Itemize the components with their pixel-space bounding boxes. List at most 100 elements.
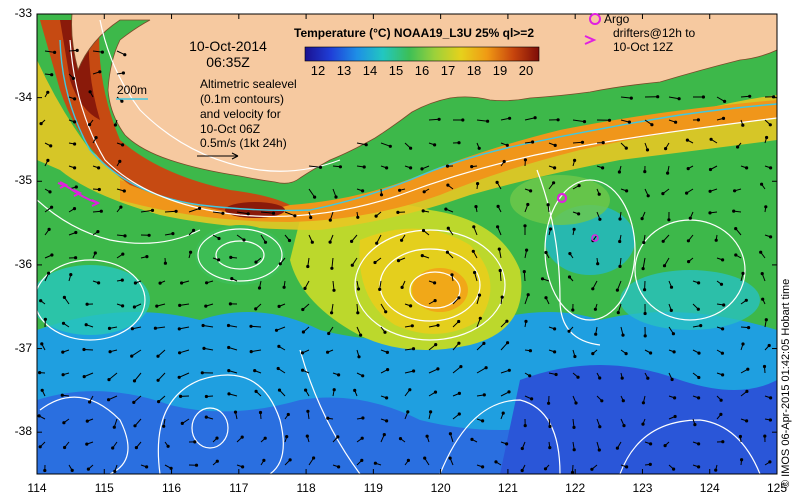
velocity-arrow-head <box>163 261 167 265</box>
velocity-arrow-head <box>409 146 413 150</box>
velocity-arrow-head <box>667 218 671 222</box>
velocity-arrow-head <box>568 252 572 256</box>
y-tick-label: -34 <box>14 89 32 104</box>
velocity-arrow-head <box>409 304 413 308</box>
velocity-arrow-head <box>278 262 282 266</box>
velocity-arrow-head <box>217 258 221 262</box>
velocity-arrow-head <box>457 412 461 416</box>
velocity-arrow-head <box>97 166 101 170</box>
velocity-arrow-head <box>761 297 765 301</box>
velocity-arrow-head <box>304 388 308 392</box>
velocity-arrow-head <box>84 323 88 327</box>
velocity-arrow-head <box>362 165 366 169</box>
velocity-arrow-head <box>645 148 650 152</box>
velocity-arrow-head <box>328 240 332 244</box>
velocity-arrow-head <box>71 76 75 80</box>
velocity-arrow-head <box>621 333 625 337</box>
sealevel-note-line: Altimetric sealevel <box>200 77 297 91</box>
velocity-arrow-head <box>217 236 221 241</box>
velocity-arrow-head <box>69 273 73 277</box>
contour-line <box>409 271 461 309</box>
velocity-arrow-head <box>747 326 751 330</box>
velocity-arrow-head <box>39 122 43 126</box>
velocity-arrow-head <box>227 392 231 396</box>
x-tick-label: 117 <box>229 481 249 495</box>
velocity-arrow <box>642 257 646 269</box>
velocity-arrow-head <box>121 143 125 147</box>
velocity-arrow-head <box>200 371 204 375</box>
velocity-arrow-head <box>61 373 65 377</box>
velocity-arrow-head <box>577 212 581 216</box>
velocity-arrow-head <box>748 94 752 98</box>
velocity-arrow-head <box>445 164 450 168</box>
velocity-arrow-head <box>46 158 50 162</box>
velocity-arrow-head <box>409 166 413 170</box>
velocity-arrow-head <box>446 183 450 187</box>
velocity-arrow-head <box>85 302 89 306</box>
velocity-arrow-head <box>597 448 601 452</box>
velocity-arrow-head <box>158 281 162 285</box>
velocity-arrow-head <box>258 410 263 415</box>
velocity-arrow-head <box>529 189 533 193</box>
velocity-arrow-head <box>646 194 650 198</box>
velocity-arrow-head <box>721 373 725 377</box>
velocity-arrow-head <box>178 303 182 307</box>
velocity-arrow-head <box>745 419 749 423</box>
velocity-arrow <box>133 395 142 403</box>
velocity-arrow-head <box>396 210 400 214</box>
velocity-arrow-head <box>553 327 557 331</box>
isobath-legend-label: 200m <box>117 83 148 97</box>
drifter-track <box>57 181 101 207</box>
velocity-arrow-head <box>156 378 160 382</box>
drifter-marker <box>91 199 101 207</box>
velocity-arrow-head <box>714 238 718 242</box>
velocity-arrow-head <box>523 424 527 428</box>
velocity-arrow-head <box>194 463 199 467</box>
velocity-arrow-head <box>719 282 724 286</box>
velocity-arrow-head <box>767 343 771 348</box>
velocity-arrow-head <box>249 350 253 354</box>
velocity-arrow-head <box>277 388 282 392</box>
velocity-scale-label: 0.5m/s (1kt 24h) <box>200 136 287 150</box>
velocity-arrow <box>155 326 166 329</box>
velocity-arrow-head <box>597 192 601 196</box>
velocity-arrow-head <box>180 281 184 285</box>
imos-credit: © IMOS 06-Apr-2015 01:42:05 Hobart time <box>780 278 792 488</box>
colorbar-tick-label: 17 <box>440 63 456 78</box>
velocity-arrow-head <box>434 343 438 347</box>
velocity-arrow-head <box>97 187 101 192</box>
x-tick-label: 125 <box>766 481 788 495</box>
velocity-arrow-head <box>107 326 112 330</box>
velocity-arrow-head <box>696 307 700 311</box>
velocity-arrow-head <box>721 258 725 262</box>
velocity-arrow-head <box>618 239 622 244</box>
velocity-arrow-head <box>471 249 475 253</box>
velocity-arrow-head <box>708 211 712 215</box>
velocity-arrow-head <box>356 287 361 291</box>
velocity-arrow <box>308 165 321 168</box>
y-tick-label: -33 <box>14 6 32 20</box>
velocity-arrow-head <box>274 328 279 332</box>
velocity-arrow-head <box>759 250 763 254</box>
drifter-marker <box>59 181 69 189</box>
x-tick-label: 124 <box>699 481 720 495</box>
velocity-arrow-head <box>120 278 124 282</box>
velocity-arrow-head <box>386 368 390 372</box>
contour-line <box>634 219 746 321</box>
velocity-arrow-head <box>88 123 92 127</box>
velocity-arrow-head <box>448 456 452 460</box>
velocity-arrow-head <box>474 205 478 209</box>
velocity-arrow-head <box>421 228 426 233</box>
velocity-arrow-head <box>506 341 510 345</box>
velocity-arrow <box>178 372 190 378</box>
velocity-arrow-head <box>500 295 504 299</box>
velocity-arrow-head <box>531 140 535 144</box>
velocity-arrow-head <box>437 117 441 121</box>
velocity-arrow-head <box>82 347 86 352</box>
velocity-arrow-head <box>598 425 602 429</box>
velocity-arrow-head <box>356 311 360 315</box>
velocity-arrow-head <box>528 374 532 378</box>
velocity-arrow-head <box>552 181 556 185</box>
velocity-arrow-head <box>663 444 667 448</box>
